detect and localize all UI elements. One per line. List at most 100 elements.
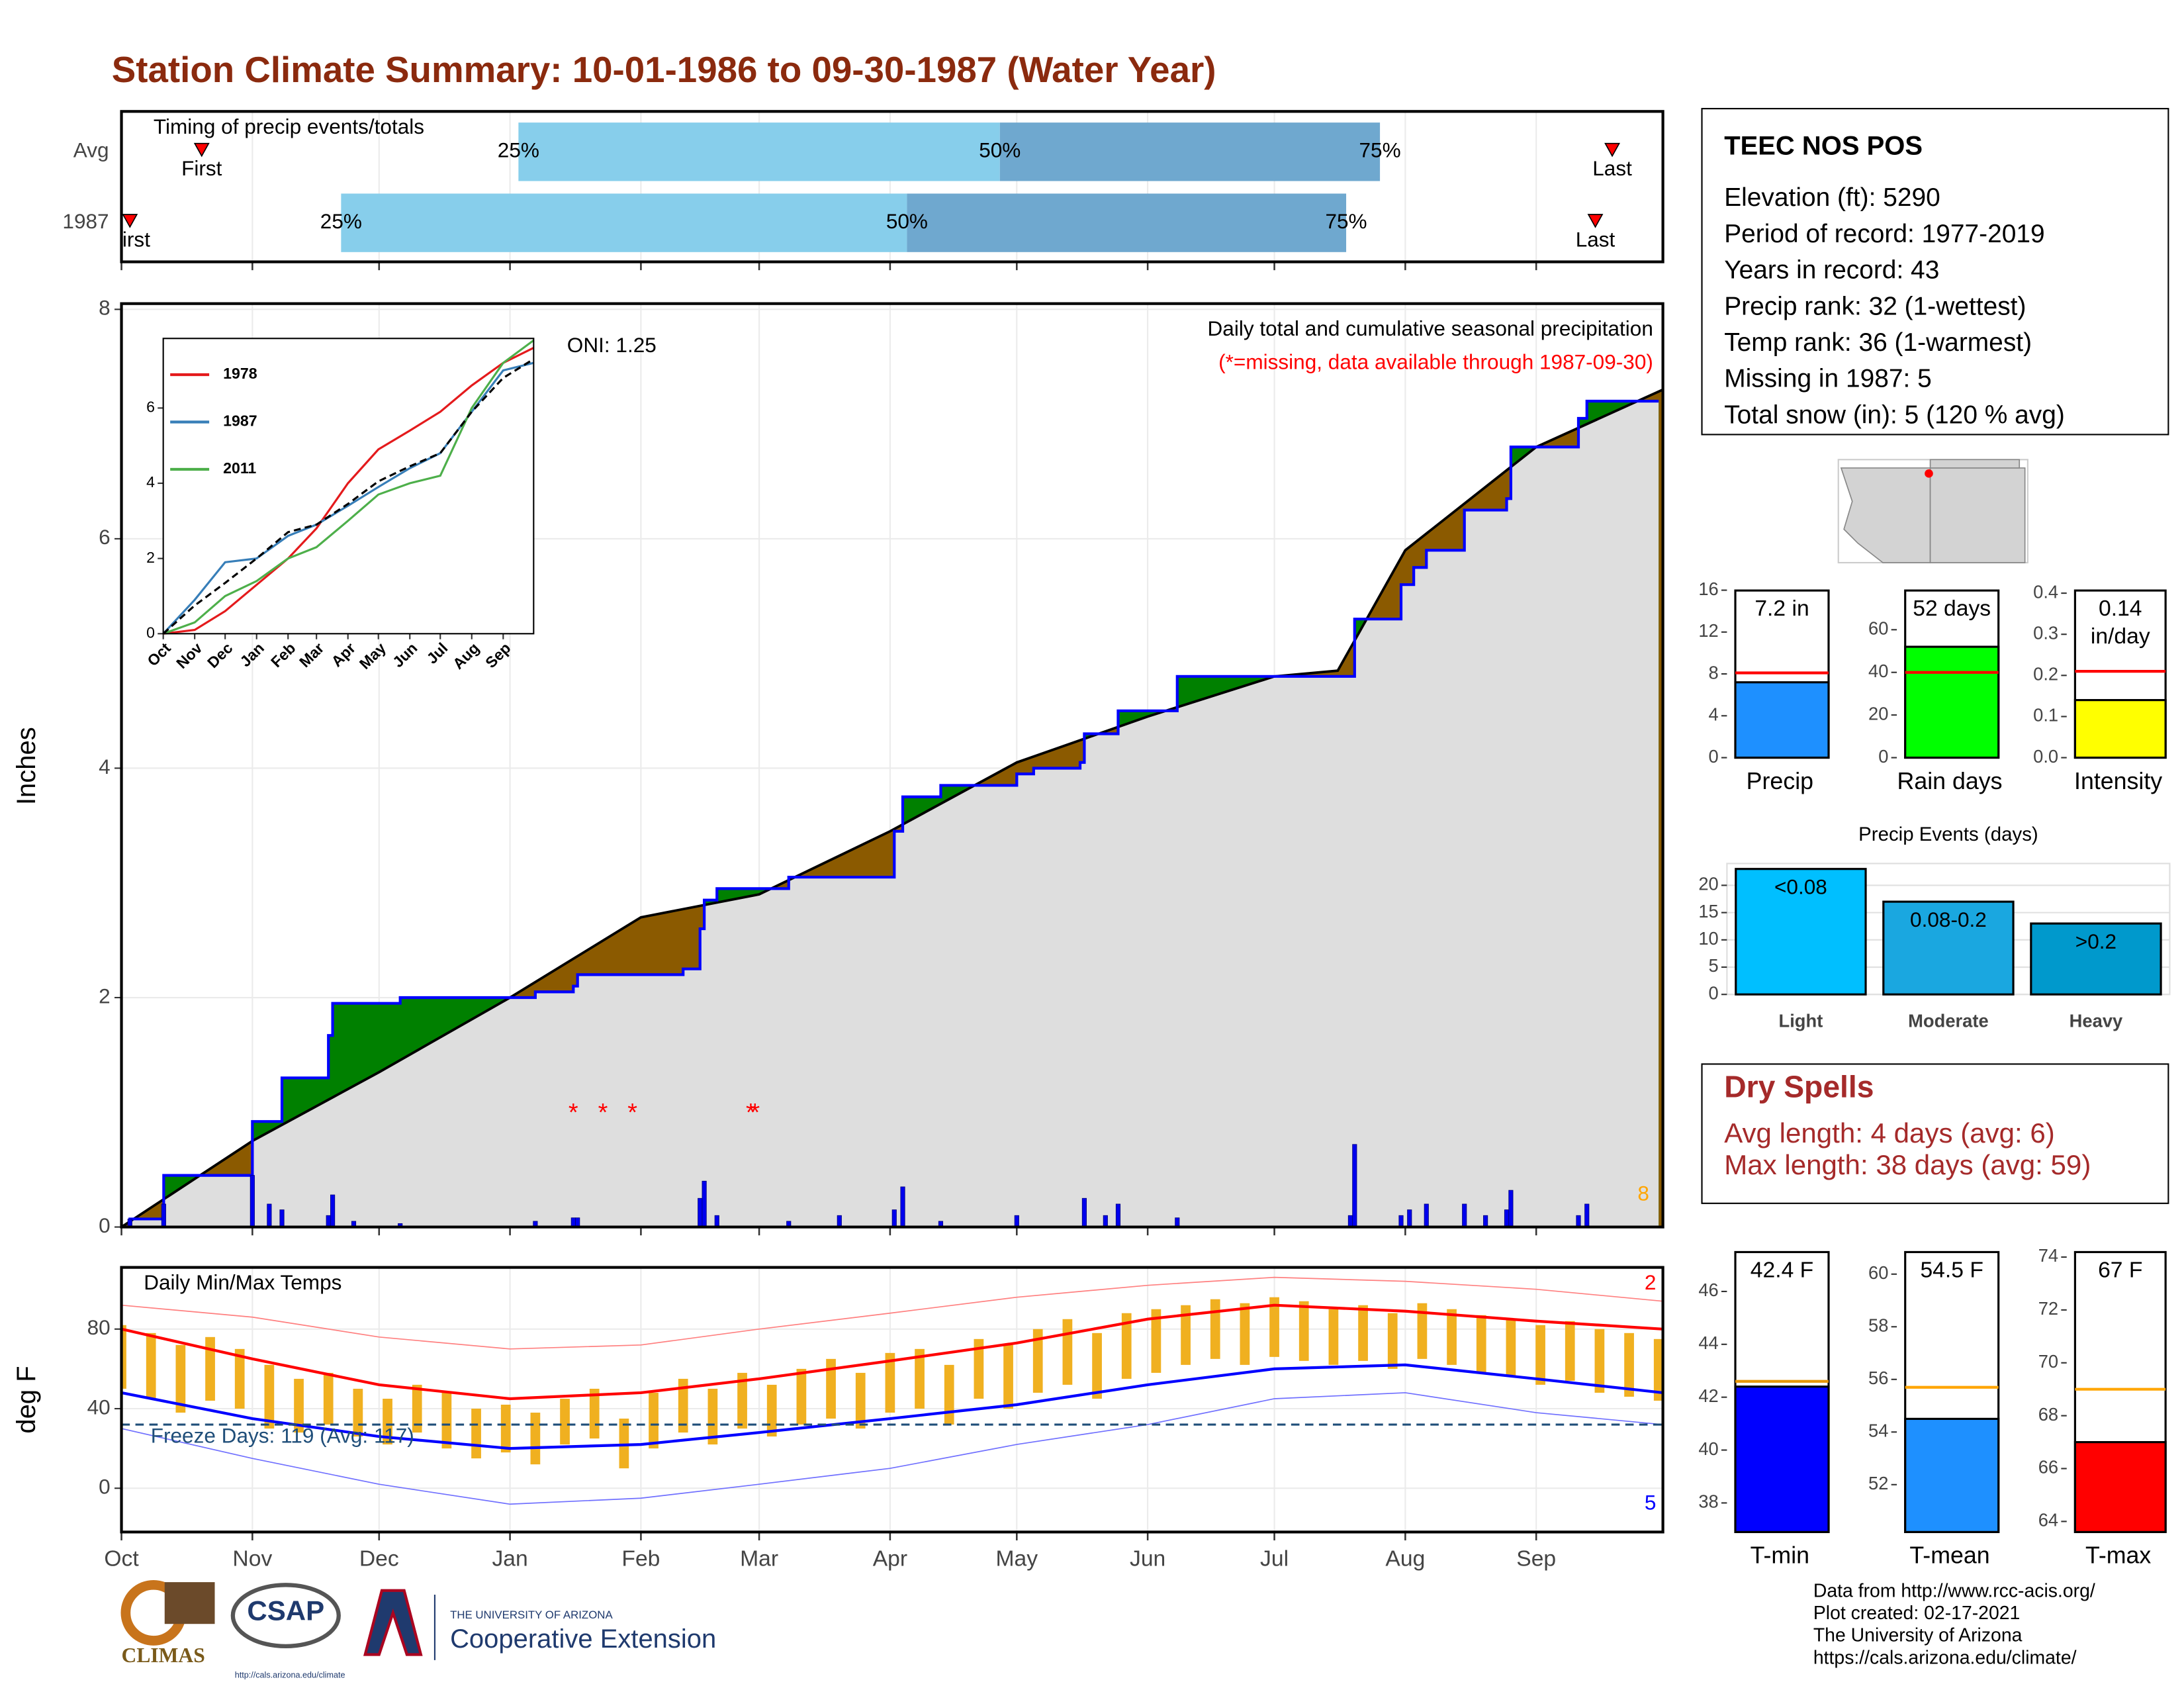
y-tick-label: 8 bbox=[1709, 662, 1719, 682]
y-tick-label: 12 bbox=[1698, 620, 1718, 641]
daily-range bbox=[619, 1419, 629, 1469]
credit-line: Plot created: 02-17-2021 bbox=[1813, 1603, 2021, 1624]
y-tick-label: 15 bbox=[1698, 901, 1718, 921]
value-label: 52 days bbox=[1913, 597, 1991, 622]
x-tick-label: T-mean bbox=[1909, 1542, 1989, 1569]
x-tick-label: T-max bbox=[2085, 1542, 2151, 1569]
map-state bbox=[1929, 467, 2026, 563]
daily-range bbox=[974, 1338, 984, 1399]
daily-bar bbox=[1584, 1203, 1590, 1227]
y-tick-label: 8 bbox=[99, 296, 111, 320]
y-tick-label: 64 bbox=[2038, 1510, 2058, 1530]
university-text: THE UNIVERSITY OF ARIZONA bbox=[450, 1609, 613, 1621]
daily-range bbox=[766, 1384, 777, 1437]
daily-range bbox=[707, 1388, 718, 1445]
panel-title: Timing of precip events/totals bbox=[154, 115, 424, 138]
daily-range bbox=[500, 1404, 511, 1453]
daily-range bbox=[1653, 1338, 1663, 1401]
daily-range bbox=[1240, 1303, 1250, 1365]
daily-range bbox=[1181, 1305, 1191, 1365]
x-tick-label: Apr bbox=[873, 1546, 907, 1571]
bar bbox=[1882, 900, 2015, 996]
y-tick-label: 54 bbox=[1868, 1421, 1888, 1441]
daily-range bbox=[383, 1398, 392, 1445]
csap-url: http://cals.arizona.edu/climate bbox=[235, 1670, 345, 1679]
daily-range bbox=[1417, 1303, 1428, 1359]
daily-bar bbox=[891, 1209, 897, 1227]
marker-label: First bbox=[181, 156, 222, 180]
y-tick-label: 68 bbox=[2038, 1404, 2058, 1425]
daily-range bbox=[649, 1392, 659, 1449]
area-plot: * * * ** bbox=[121, 388, 1663, 1227]
missing-marker: * bbox=[627, 1099, 637, 1127]
bar bbox=[2030, 922, 2162, 996]
series-line bbox=[163, 347, 535, 635]
ua-logo bbox=[363, 1589, 423, 1656]
record-max-line bbox=[121, 1276, 1663, 1350]
y-tick-label: 80 bbox=[87, 1315, 111, 1339]
chart-title: Precip Events (days) bbox=[1858, 823, 2038, 845]
footer-logos: CLIMAS CSAP http://cals.arizona.edu/clim… bbox=[120, 1579, 716, 1679]
daily-range bbox=[737, 1372, 747, 1429]
y-tick-label: 60 bbox=[1868, 618, 1888, 639]
daily-bar bbox=[1398, 1215, 1404, 1227]
marker-count: 8 bbox=[1637, 1182, 1649, 1205]
x-tick-label: May bbox=[996, 1546, 1038, 1571]
daily-bar bbox=[1576, 1215, 1581, 1227]
daily-range bbox=[1594, 1329, 1605, 1393]
daily-range bbox=[1506, 1319, 1516, 1377]
y-tick-label: 70 bbox=[2038, 1351, 2058, 1372]
x-tick-label: Rain days bbox=[1897, 768, 2003, 794]
daily-bar bbox=[900, 1186, 905, 1227]
timeline-plot: Timing of precip events/totals 25% 50% 75% F… bbox=[121, 111, 1632, 262]
extension-text: Cooperative Extension bbox=[450, 1624, 716, 1654]
daily-range bbox=[560, 1398, 570, 1445]
temp-plot bbox=[121, 1276, 1663, 1505]
station-line: Elevation (ft): 5290 bbox=[1724, 183, 1940, 212]
value-label-box: 52 days bbox=[1913, 597, 1991, 622]
daily-bar bbox=[1081, 1197, 1087, 1227]
low-count: 5 bbox=[1645, 1491, 1657, 1515]
y-tick-label: 0 bbox=[1709, 982, 1719, 1003]
y-tick-label: 0 bbox=[146, 624, 155, 641]
y-tick-label: 2 bbox=[99, 984, 111, 1008]
timing-marker bbox=[1587, 214, 1604, 228]
daily-bar bbox=[698, 1197, 703, 1227]
average-line bbox=[162, 358, 535, 635]
station-line: Missing in 1987: 5 bbox=[1724, 365, 1932, 393]
x-tick-label: Sep bbox=[1516, 1546, 1556, 1571]
avg-min-line bbox=[121, 1363, 1663, 1450]
y-tick-label: 66 bbox=[2038, 1457, 2058, 1477]
daily-bar bbox=[1462, 1203, 1467, 1227]
x-tick-label: Precip bbox=[1747, 768, 1813, 794]
page-title: Station Climate Summary: 10-01-1986 to 0… bbox=[112, 49, 1216, 90]
x-tick-label: Light bbox=[1779, 1011, 1823, 1031]
freeze-label: Freeze Days: 119 (Avg: 117) bbox=[151, 1424, 414, 1448]
y-tick-label: 74 bbox=[2038, 1245, 2058, 1266]
y-tick-label: 44 bbox=[1698, 1333, 1718, 1353]
daily-range bbox=[915, 1348, 925, 1409]
y-tick-label: 20 bbox=[1868, 703, 1888, 724]
daily-range bbox=[234, 1348, 245, 1409]
panel-frame bbox=[120, 1266, 1664, 1534]
y-tick-label: 5 bbox=[1709, 955, 1719, 976]
daily-range bbox=[678, 1378, 688, 1433]
daily-range bbox=[826, 1358, 836, 1419]
daily-bar bbox=[1175, 1217, 1180, 1227]
daily-range bbox=[944, 1364, 954, 1425]
daily-range bbox=[412, 1384, 422, 1433]
daily-range bbox=[1328, 1309, 1339, 1365]
bar bbox=[1904, 645, 2000, 759]
y-tick-label: 2 bbox=[146, 549, 155, 566]
station-name: TEEC NOS POS bbox=[1724, 132, 1923, 161]
daily-range bbox=[175, 1344, 186, 1413]
daily-range bbox=[796, 1368, 807, 1425]
timing-marker bbox=[122, 214, 138, 228]
station-line: Period of record: 1977-2019 bbox=[1724, 220, 2045, 248]
station-box bbox=[1701, 108, 2169, 436]
percent-label: 75% bbox=[1359, 138, 1401, 162]
timing-marker bbox=[193, 142, 210, 158]
daily-range bbox=[146, 1333, 156, 1399]
daily-bar bbox=[1347, 1215, 1353, 1227]
legend-label: 2011 bbox=[223, 459, 256, 477]
